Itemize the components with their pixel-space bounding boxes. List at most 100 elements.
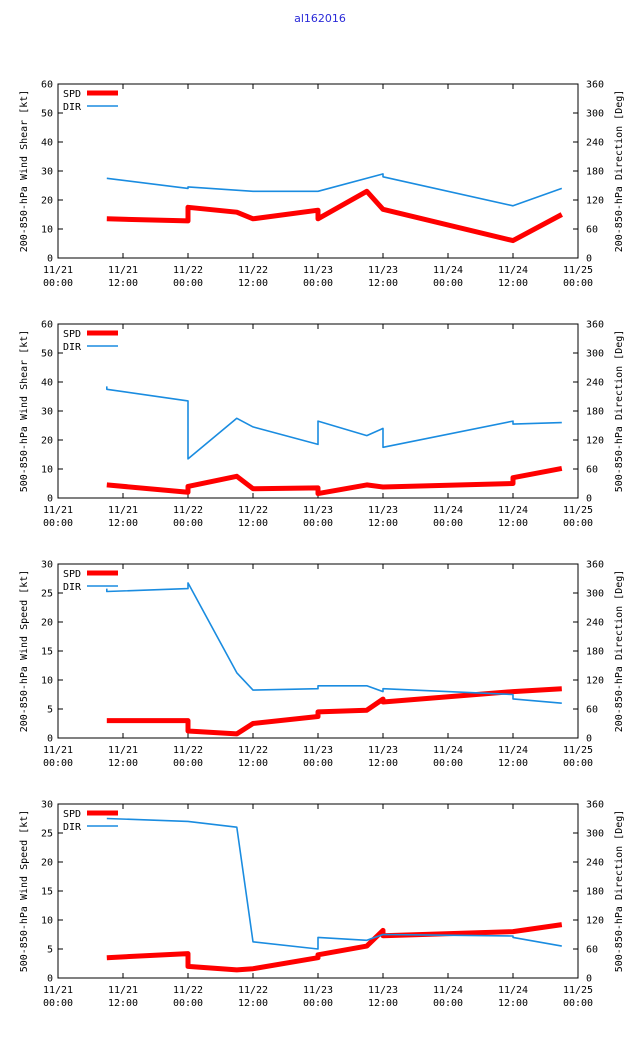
x-tick-label-date: 11/24 (498, 505, 528, 516)
x-tick-label-time: 00:00 (563, 278, 593, 289)
y2-axis-label: 200-850-hPa Direction [Deg] (614, 570, 625, 733)
plot-frame (57, 83, 579, 259)
x-tick-label-date: 11/21 (108, 505, 138, 516)
y-tick-label: 40 (41, 378, 53, 389)
x-tick-label-time: 00:00 (433, 758, 463, 769)
x-tick-label-date: 11/23 (368, 265, 398, 276)
x-tick-label-date: 11/24 (433, 745, 463, 756)
x-tick-label-time: 00:00 (563, 518, 593, 529)
y2-tick-label: 300 (586, 109, 604, 120)
x-tick-label-time: 00:00 (173, 758, 203, 769)
y-tick-label: 0 (47, 974, 53, 985)
x-tick-label-time: 00:00 (43, 998, 73, 1009)
y-tick-label: 10 (41, 676, 53, 687)
y-axis-label: 500-850-hPa Wind Shear [kt] (19, 330, 30, 493)
x-tick-label-time: 12:00 (238, 278, 268, 289)
x-tick-label-date: 11/25 (563, 745, 593, 756)
y2-tick-label: 240 (586, 378, 604, 389)
chart-panel-3: 05101520253006012018024030036011/2100:00… (19, 560, 625, 770)
x-tick-label-date: 11/24 (498, 985, 528, 996)
x-tick-label-date: 11/24 (433, 265, 463, 276)
x-tick-label-time: 12:00 (368, 998, 398, 1009)
y2-axis-label: 200-850-hPa Direction [Deg] (614, 90, 625, 253)
plot-frame (57, 323, 579, 499)
y2-tick-label: 120 (586, 196, 604, 207)
x-tick-label-date: 11/25 (563, 985, 593, 996)
x-tick-label-date: 11/22 (238, 505, 268, 516)
y2-tick-label: 360 (586, 560, 604, 571)
x-tick-label-time: 00:00 (433, 998, 463, 1009)
y2-tick-label: 120 (586, 676, 604, 687)
x-tick-label-time: 00:00 (173, 998, 203, 1009)
x-tick-label-date: 11/23 (303, 985, 333, 996)
plot-frame (57, 803, 579, 979)
y2-tick-label: 300 (586, 349, 604, 360)
series-line-dir (106, 173, 563, 207)
x-tick-label-time: 12:00 (498, 518, 528, 529)
x-tick-label-date: 11/25 (563, 505, 593, 516)
y2-tick-label: 60 (586, 705, 598, 716)
y2-tick-label: 360 (586, 800, 604, 811)
y2-tick-label: 360 (586, 320, 604, 331)
x-tick-label-date: 11/21 (108, 745, 138, 756)
x-tick-label-date: 11/23 (303, 505, 333, 516)
y2-tick-label: 300 (586, 829, 604, 840)
chart-panel-1: 0 10 20 30 40 50 60 0 60 120 180 240 300 360 11/21 00:0… (19, 80, 625, 290)
x-tick-label-date: 11/21 (43, 985, 73, 996)
y-tick-label: 30 (41, 560, 53, 571)
y2-tick-label: 0 (586, 494, 592, 505)
series-line-spd (106, 465, 563, 497)
y-tick-label: 5 (47, 945, 53, 956)
y-tick-label: 40 (41, 138, 53, 149)
x-tick-label-time: 00:00 (563, 998, 593, 1009)
legend-label-dir: DIR (63, 582, 82, 593)
x-tick-label-date: 11/23 (303, 745, 333, 756)
x-tick-label-time: 12:00 (238, 758, 268, 769)
x-tick-label-time: 00:00 (563, 758, 593, 769)
x-tick-label-time: 00:00 (303, 998, 333, 1009)
x-tick-label-date: 11/23 (368, 985, 398, 996)
y2-tick-label: 60 (586, 225, 598, 236)
y-tick-label: 5 (47, 705, 53, 716)
y2-axis-label: 500-850-hPa Direction [Deg] (614, 810, 625, 973)
series-line-dir (106, 386, 562, 460)
y-tick-label: 50 (41, 349, 53, 360)
x-tick-label-date: 11/24 (433, 505, 463, 516)
legend-label-spd: SPD (63, 809, 81, 820)
x-tick-label-date: 11/21 (108, 265, 138, 276)
series-line-spd (106, 686, 562, 737)
x-tick-label-date: 11/22 (173, 265, 203, 276)
x-tick-label-time: 00:00 (173, 518, 203, 529)
x-tick-label-time: 12:00 (498, 998, 528, 1009)
legend-label-dir: DIR (63, 342, 82, 353)
y-tick-label: 50 (41, 109, 53, 120)
x-tick-label-date: 11/24 (498, 745, 528, 756)
legend-label-spd: SPD (63, 329, 81, 340)
y-tick-label: 0 (47, 494, 53, 505)
x-tick-label-date: 11/21 (43, 745, 73, 756)
y2-tick-label: 360 (586, 80, 604, 91)
x-tick-label-date: 11/22 (238, 265, 268, 276)
x-tick-label-date: 11/21 (108, 985, 138, 996)
x-tick-label-time: 12:00 (108, 758, 138, 769)
x-tick-label-time: 12:00 (238, 998, 268, 1009)
legend-label-dir: DIR (63, 822, 82, 833)
series-line-spd (106, 922, 563, 973)
y2-tick-label: 300 (586, 589, 604, 600)
x-tick-label-date: 11/23 (303, 265, 333, 276)
page-title: al162016 (294, 12, 346, 25)
y-tick-label: 30 (41, 167, 53, 178)
y2-tick-label: 240 (586, 858, 604, 869)
x-tick-label-time: 00:00 (303, 758, 333, 769)
x-tick-label-time: 12:00 (238, 518, 268, 529)
x-tick-label-date: 11/22 (173, 985, 203, 996)
y-tick-label: 15 (41, 887, 53, 898)
x-tick-label-date: 11/23 (368, 505, 398, 516)
y2-axis-label: 500-850-hPa Direction [Deg] (614, 330, 625, 493)
y-tick-label: 20 (41, 196, 53, 207)
y-tick-label: 20 (41, 618, 53, 629)
y2-tick-label: 120 (586, 916, 604, 927)
x-tick-label-time: 12:00 (108, 278, 138, 289)
x-tick-label-date: 11/21 (43, 265, 73, 276)
